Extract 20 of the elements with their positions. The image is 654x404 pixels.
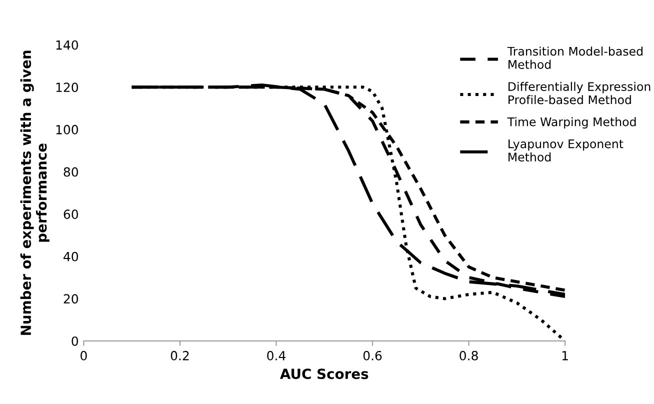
- x-tick-label: 1: [562, 351, 568, 360]
- y-axis-title: Number of experiments with a given performance: [20, 50, 50, 335]
- legend-label: Differentially Expression Profile-based Method: [508, 82, 650, 104]
- x-tick-label: 0.4: [267, 350, 286, 360]
- x-axis-title: AUC Scores: [280, 368, 368, 380]
- x-tick-label: 0: [80, 350, 87, 360]
- x-tick-label: 0.8: [460, 350, 478, 360]
- legend-label: Time Warping Method: [507, 117, 636, 129]
- legend-label: Lyapunov Exponent Method: [508, 140, 624, 162]
- legend-label: Transition Model-based Method: [507, 46, 642, 69]
- y-tick-label: 80: [64, 167, 78, 177]
- y-tick-label: 140: [56, 40, 78, 50]
- y-tick-label: 100: [56, 124, 78, 134]
- y-tick-label: 120: [56, 82, 78, 92]
- x-tick-label: 0.2: [170, 350, 189, 360]
- y-tick-label: 60: [64, 210, 78, 219]
- x-tick-label: 0.6: [363, 350, 382, 360]
- y-tick-label: 40: [64, 252, 78, 262]
- y-tick-label: 0: [72, 336, 78, 346]
- y-tick-label: 20: [64, 294, 78, 304]
